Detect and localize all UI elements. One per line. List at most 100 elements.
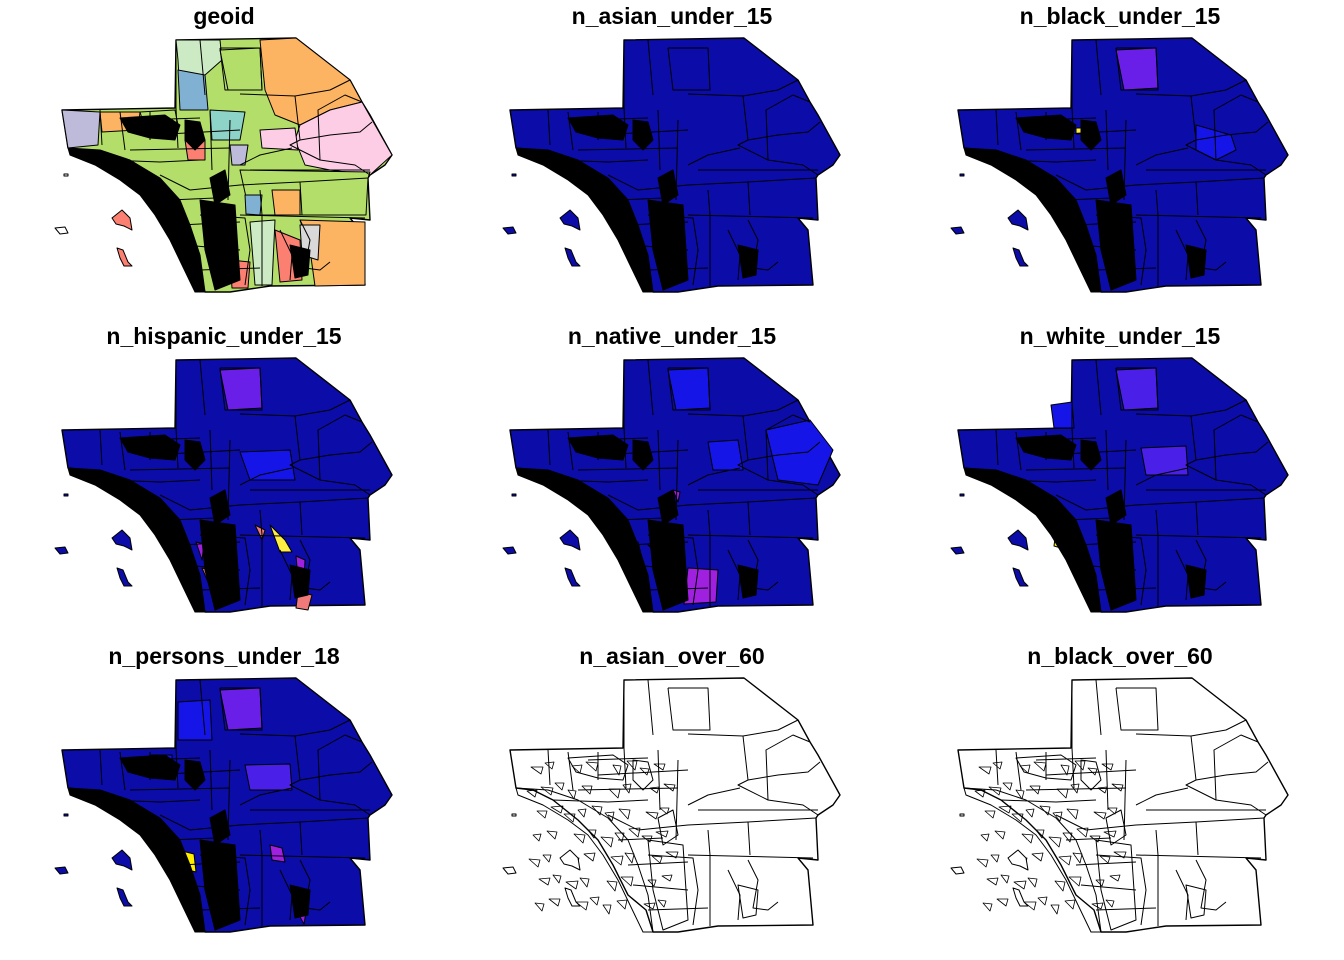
- geoid-region: [229, 144, 249, 166]
- boundary-line: [1135, 147, 1189, 166]
- tract-outline: [1011, 813, 1024, 823]
- island-region: [959, 173, 965, 177]
- dense-tract-outline: [1080, 759, 1102, 791]
- dense-tract-cluster: [567, 434, 629, 461]
- dense-tract-outline: [632, 759, 654, 791]
- geoid-region: [209, 109, 246, 141]
- tract-outline: [565, 880, 579, 890]
- tract-outline: [984, 810, 996, 819]
- boundary-line: [647, 39, 654, 96]
- highlight-region: [1115, 367, 1159, 411]
- map-panel-geoid: geoid: [0, 0, 448, 320]
- tract-outline: [653, 763, 666, 771]
- boundary-line: [995, 749, 999, 786]
- boundary-line: [159, 814, 191, 831]
- boundary-line: [129, 147, 231, 151]
- tract-outline: [546, 830, 558, 840]
- boundary-line: [1000, 799, 1097, 803]
- panel-title: n_asian_over_60: [579, 643, 765, 669]
- island-region: [116, 247, 133, 267]
- boundary-line: [577, 467, 679, 471]
- boundary-line: [199, 359, 206, 416]
- tract-outline: [1103, 830, 1117, 838]
- dense-tract-cluster: [199, 519, 241, 611]
- tract-outline: [1101, 763, 1114, 771]
- boundary-line: [1025, 467, 1127, 471]
- highlight-region: [1050, 401, 1075, 429]
- boundary-line: [317, 734, 363, 801]
- boundary-line: [259, 829, 263, 856]
- tract-outline: [1050, 904, 1060, 915]
- map-panel-n-asian-over-60: n_asian_over_60: [448, 640, 896, 960]
- boundary-line: [1045, 769, 1137, 776]
- boundary-line: [1195, 761, 1269, 781]
- tract-outline: [1105, 899, 1115, 908]
- boundary-line: [1135, 719, 1247, 737]
- tract-outline: [628, 827, 641, 838]
- tract-outline: [1058, 855, 1072, 866]
- highlight-region: [1115, 47, 1159, 91]
- highlight-region: [244, 763, 293, 791]
- tract-outline: [550, 805, 564, 814]
- map-panel-n-native-under-15: n_native_under_15: [448, 320, 896, 640]
- map-panel-n-hispanic-under-15: n_hispanic_under_15: [0, 320, 448, 640]
- island-region: [54, 226, 69, 235]
- tract-outline: [1107, 807, 1118, 815]
- boundary-line: [1155, 829, 1159, 856]
- boundary-line: [159, 494, 191, 511]
- tract-outline: [978, 766, 992, 775]
- boundary-line: [1135, 787, 1189, 806]
- dense-tract-cluster: [1185, 564, 1207, 599]
- highlight-region: [219, 687, 263, 731]
- boundary-line: [299, 441, 373, 461]
- dense-tract-cluster: [515, 147, 654, 293]
- tract-outline: [538, 877, 551, 886]
- tract-outline: [581, 785, 593, 795]
- boundary-line: [1025, 147, 1127, 151]
- boundary-line: [129, 467, 231, 471]
- tract-outline: [986, 877, 999, 886]
- tract-outline: [567, 789, 577, 800]
- island-region: [111, 209, 133, 231]
- tract-outline: [528, 858, 541, 868]
- boundary-line: [737, 735, 819, 816]
- tract-outline: [655, 830, 669, 838]
- tract-outline: [651, 855, 663, 864]
- boundary-line: [129, 787, 231, 791]
- island-region: [564, 247, 581, 267]
- tract-outline: [996, 898, 1009, 907]
- dense-tract-outline: [647, 839, 689, 931]
- panel-title: n_asian_under_15: [571, 3, 773, 29]
- mainland-region: [957, 677, 1289, 933]
- boundary-line: [299, 761, 373, 781]
- dense-tract-cluster: [1080, 119, 1102, 151]
- island-region: [63, 173, 69, 177]
- island-region: [1007, 209, 1029, 231]
- tract-outline: [612, 764, 622, 776]
- dense-tract-cluster: [1105, 489, 1127, 526]
- tract-outline: [1091, 902, 1104, 910]
- dense-tract-cluster: [67, 467, 206, 613]
- boundary-line: [1080, 884, 1137, 891]
- tract-outline: [1062, 832, 1073, 843]
- dense-tract-cluster: [737, 564, 759, 599]
- boundary-line: [747, 821, 751, 856]
- geoid-region: [271, 189, 301, 216]
- boundary-line: [607, 174, 639, 191]
- dense-tract-cluster: [647, 519, 689, 611]
- tract-outline: [990, 854, 1000, 863]
- tract-outline: [1023, 901, 1037, 911]
- mainland-region: [509, 677, 841, 933]
- panel-title: n_black_under_15: [1019, 3, 1221, 29]
- boundary-line: [259, 509, 263, 536]
- highlight-region: [707, 439, 744, 471]
- boundary-line: [239, 719, 351, 737]
- boundary-line: [687, 467, 741, 486]
- region-map: [950, 37, 1289, 293]
- boundary-line: [1115, 687, 1159, 731]
- boundary-line: [299, 121, 373, 141]
- boundary-line: [687, 79, 799, 97]
- tract-outline: [1052, 811, 1063, 822]
- dense-tract-outline: [1105, 809, 1127, 846]
